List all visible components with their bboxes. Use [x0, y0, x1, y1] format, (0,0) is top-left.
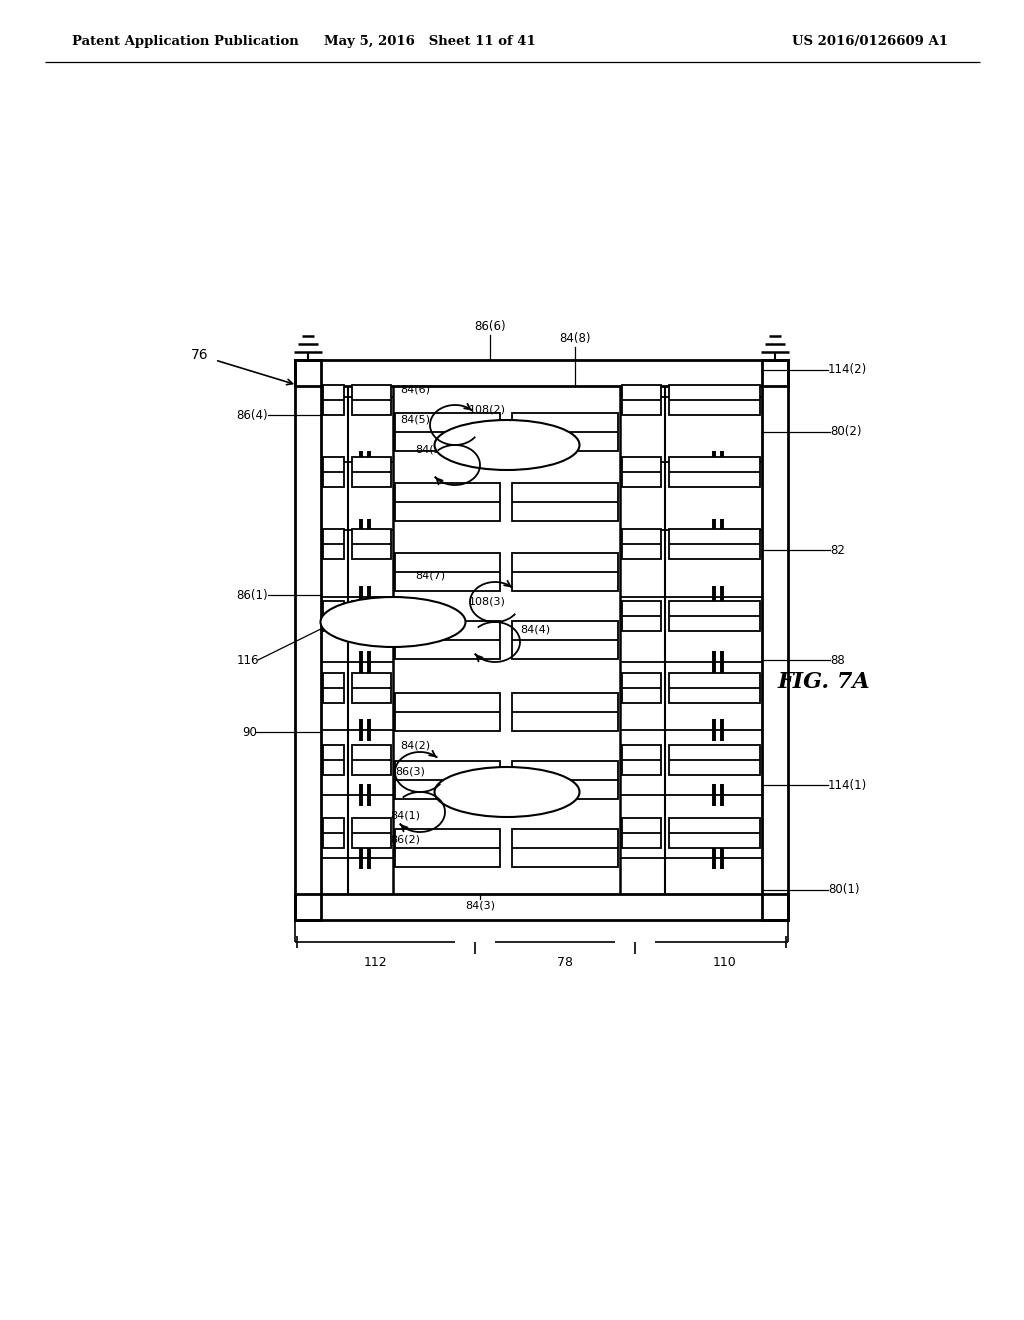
Bar [352, 457, 391, 487]
Bar [395, 762, 500, 799]
Text: 84(5): 84(5) [415, 445, 445, 455]
Bar [323, 529, 344, 558]
Text: 90: 90 [243, 726, 257, 738]
Bar [622, 601, 662, 631]
Text: 110: 110 [713, 956, 737, 969]
Text: 88: 88 [830, 653, 845, 667]
Text: 86(3): 86(3) [395, 767, 425, 777]
Bar [512, 553, 618, 591]
Bar [622, 744, 662, 775]
Text: 114(2): 114(2) [828, 363, 867, 376]
Bar [352, 529, 391, 558]
Bar [395, 829, 500, 867]
Text: 84(6): 84(6) [400, 385, 430, 395]
Bar [517, 440, 535, 451]
Text: 76: 76 [191, 348, 209, 362]
Bar [479, 785, 497, 799]
Text: 84(5): 84(5) [400, 414, 430, 425]
Text: 108(2): 108(2) [469, 405, 506, 414]
Bar [669, 457, 760, 487]
Bar [512, 483, 618, 521]
Bar [622, 818, 662, 847]
Bar [323, 457, 344, 487]
Text: Patent Application Publication: Patent Application Publication [72, 36, 299, 49]
Text: 82: 82 [830, 544, 845, 557]
Bar [395, 693, 500, 731]
Bar [323, 744, 344, 775]
Text: 80(2): 80(2) [830, 425, 861, 438]
Bar [295, 360, 788, 385]
Bar [479, 440, 497, 451]
Bar [622, 385, 662, 414]
Bar [352, 601, 391, 631]
Text: 84(3): 84(3) [465, 900, 495, 909]
Bar [669, 385, 760, 414]
Bar [512, 829, 618, 867]
Bar [512, 762, 618, 799]
Text: FIG. 7A: FIG. 7A [778, 671, 870, 693]
Bar [395, 413, 500, 451]
Bar [323, 673, 344, 704]
Ellipse shape [321, 597, 466, 647]
Bar [352, 385, 391, 414]
Bar [669, 601, 760, 631]
Text: 114(1): 114(1) [828, 779, 867, 792]
Bar [323, 385, 344, 414]
Bar [295, 894, 788, 920]
Bar [323, 601, 344, 631]
Text: 108(1): 108(1) [441, 787, 478, 797]
Text: 80(1): 80(1) [828, 883, 859, 896]
Bar [622, 673, 662, 704]
Text: 84(2): 84(2) [400, 741, 430, 750]
Bar [669, 673, 760, 704]
Bar [295, 360, 321, 920]
Bar [512, 693, 618, 731]
Bar [395, 553, 500, 591]
Text: 84(7): 84(7) [415, 570, 445, 579]
Bar [512, 413, 618, 451]
Bar [352, 673, 391, 704]
Text: 108(3): 108(3) [469, 597, 506, 607]
Bar [669, 744, 760, 775]
Bar [403, 616, 421, 628]
Text: 86(2): 86(2) [390, 836, 420, 845]
Bar [762, 360, 788, 920]
Bar [622, 457, 662, 487]
Text: 84(1): 84(1) [390, 810, 420, 820]
Bar [395, 620, 500, 659]
Bar [365, 616, 383, 628]
Text: 78: 78 [557, 956, 573, 969]
Text: 84(4): 84(4) [520, 624, 550, 635]
Text: 84(8): 84(8) [559, 333, 591, 345]
Text: US 2016/0126609 A1: US 2016/0126609 A1 [792, 36, 948, 49]
Text: May 5, 2016   Sheet 11 of 41: May 5, 2016 Sheet 11 of 41 [325, 36, 536, 49]
Ellipse shape [434, 767, 580, 817]
Bar [395, 483, 500, 521]
Bar [669, 818, 760, 847]
Bar [512, 620, 618, 659]
Text: 86(6): 86(6) [474, 319, 506, 333]
Bar [323, 818, 344, 847]
Bar [517, 785, 535, 799]
Text: 86(4): 86(4) [237, 408, 268, 421]
Text: 116: 116 [237, 653, 259, 667]
Bar [352, 818, 391, 847]
Ellipse shape [434, 420, 580, 470]
Bar [352, 744, 391, 775]
Bar [622, 529, 662, 558]
Bar [669, 529, 760, 558]
Text: 86(1): 86(1) [237, 589, 268, 602]
Text: 112: 112 [364, 956, 387, 969]
